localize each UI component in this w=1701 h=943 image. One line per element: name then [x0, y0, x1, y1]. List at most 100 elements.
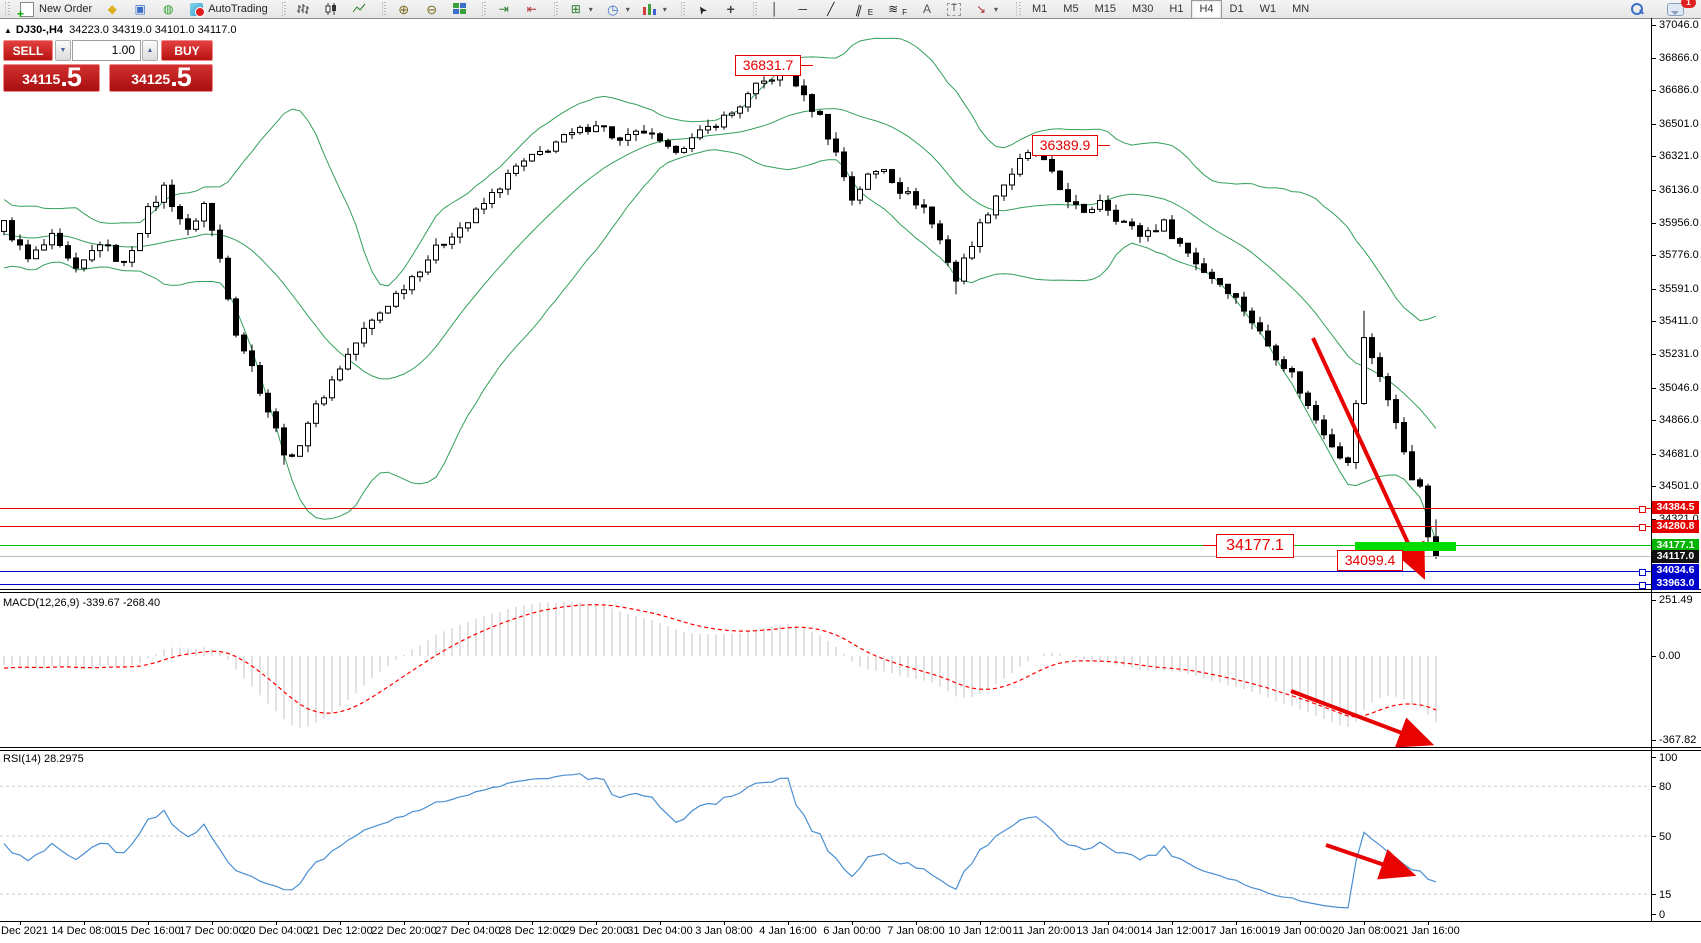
- horizontal-line-tool-button[interactable]: ─: [789, 0, 817, 19]
- toolbar-grip[interactable]: [381, 2, 388, 16]
- line-handle[interactable]: [1639, 569, 1646, 576]
- price-level-line[interactable]: [0, 584, 1651, 585]
- macd-tick: [1651, 600, 1656, 601]
- timeframe-button-m30[interactable]: M30: [1131, 3, 1154, 15]
- price-line-badge: 34280.8: [1652, 520, 1699, 533]
- cursor-tool-button[interactable]: ➤: [689, 0, 717, 19]
- trendline-tool-button[interactable]: ╱: [817, 0, 845, 19]
- timeframe-button-m15[interactable]: M15: [1094, 3, 1116, 15]
- volume-decrease-button[interactable]: ▼: [55, 40, 71, 61]
- tile-windows-button[interactable]: [446, 0, 474, 19]
- notifications-button[interactable]: 1: [1661, 0, 1696, 19]
- chart-properties-button[interactable]: ◆: [98, 0, 126, 19]
- new-order-icon: [17, 1, 35, 20]
- text-label-tool-button[interactable]: T: [941, 0, 967, 19]
- price-level-line[interactable]: [0, 545, 1651, 546]
- arrows-tool-button[interactable]: ↘ ▾: [967, 0, 1004, 19]
- sell-button[interactable]: SELL: [3, 40, 53, 61]
- timeframe-button-h4[interactable]: H4: [1191, 0, 1222, 19]
- price-level-line[interactable]: [0, 556, 1651, 557]
- indicators-button[interactable]: ▾: [636, 0, 673, 19]
- timeframe-button-h1[interactable]: H1: [1169, 3, 1184, 15]
- price-level-line[interactable]: [0, 571, 1651, 572]
- panel-separator[interactable]: [0, 589, 1701, 590]
- clock-icon: ◷: [607, 1, 619, 17]
- rsi-label: RSI(14) 28.2975: [3, 753, 84, 765]
- time-axis-label: 21 Dec 12:00: [307, 925, 373, 937]
- volume-input[interactable]: 1.00: [72, 40, 141, 61]
- new-chart-icon: ⊞: [570, 2, 581, 16]
- crosshair-tool-button[interactable]: +: [717, 0, 745, 19]
- toolbar-grip[interactable]: [1016, 2, 1023, 16]
- line-handle[interactable]: [1639, 506, 1646, 513]
- price-axis-label: 36501.0: [1659, 118, 1699, 130]
- fibonacci-tool-button[interactable]: ≋ F: [879, 0, 913, 19]
- period-button[interactable]: ◷ ▾: [599, 0, 636, 19]
- chart-shift-icon: ⇤: [526, 2, 537, 16]
- rsi-indicator-canvas: [0, 773, 1651, 909]
- panel-separator[interactable]: [0, 592, 1701, 593]
- chart-shift-button[interactable]: ⇤: [518, 0, 546, 19]
- price-axis-label: 34681.0: [1659, 448, 1699, 460]
- timeframe-button-m5[interactable]: M5: [1063, 3, 1079, 15]
- price-callout-label[interactable]: 36831.7: [735, 55, 801, 76]
- autotrading-button[interactable]: AutoTrading: [182, 0, 274, 19]
- vertical-line-tool-button[interactable]: │: [761, 0, 789, 19]
- macd-axis-label: 251.49: [1659, 594, 1693, 606]
- toolbar-grip[interactable]: [553, 2, 560, 16]
- line-handle[interactable]: [1639, 524, 1646, 531]
- timeframe-button-m1[interactable]: M1: [1032, 3, 1048, 15]
- scroll-to-end-button[interactable]: ⇥: [490, 0, 518, 19]
- timeframe-button-w1[interactable]: W1: [1259, 3, 1277, 15]
- timeframe-button-d1[interactable]: D1: [1229, 3, 1244, 15]
- main-chart-canvas: [1, 37, 1439, 559]
- panel-separator[interactable]: [0, 750, 1701, 751]
- symbol-ohlc-values: 34223.0 34319.0 34101.0 34117.0: [69, 24, 237, 36]
- price-axis-label: 35591.0: [1659, 283, 1699, 295]
- time-axis-label: 10 Jan 12:00: [948, 925, 1012, 937]
- line-handle[interactable]: [1639, 582, 1646, 589]
- price-callout-label[interactable]: 34177.1: [1216, 534, 1294, 558]
- symbol-info-line: ▲ DJ30-,H4 34223.0 34319.0 34101.0 34117.…: [4, 24, 237, 36]
- signals-button[interactable]: ◍: [154, 0, 182, 19]
- dropdown-caret-icon: ▾: [662, 4, 667, 14]
- price-level-line[interactable]: [0, 526, 1651, 527]
- candlestick-mode-button[interactable]: [318, 0, 346, 19]
- toolbar-grip[interactable]: [481, 2, 488, 16]
- buy-button[interactable]: BUY: [161, 40, 213, 61]
- bar-chart-mode-button[interactable]: [290, 0, 318, 19]
- new-chart-button[interactable]: ⊞ ▾: [562, 0, 599, 19]
- text-tool-button[interactable]: A: [913, 0, 941, 19]
- text-label-icon: T: [947, 2, 961, 16]
- zoom-out-button[interactable]: ⊖: [418, 0, 446, 19]
- rsi-axis-label: 15: [1659, 889, 1672, 901]
- price-line-badge: 34034.6: [1652, 564, 1699, 577]
- volume-increase-button[interactable]: ▲: [142, 40, 158, 61]
- buy-price-display[interactable]: 34125.5: [109, 64, 213, 92]
- price-callout-label[interactable]: 36389.9: [1032, 135, 1098, 156]
- toolbar-grip[interactable]: [752, 2, 759, 16]
- macd-axis-label: -367.82: [1659, 734, 1697, 746]
- panel-separator[interactable]: [0, 747, 1701, 748]
- price-callout-label[interactable]: 34099.4: [1337, 550, 1403, 571]
- dropdown-caret-icon: ▾: [994, 4, 999, 14]
- price-tick: [1651, 255, 1656, 256]
- time-tick: [1364, 921, 1365, 925]
- zoom-in-button[interactable]: ⊕: [390, 0, 418, 19]
- toolbar-grip[interactable]: [680, 2, 687, 16]
- timeframe-button-mn[interactable]: MN: [1292, 3, 1310, 15]
- market-watch-button[interactable]: ▣: [126, 0, 154, 19]
- line-chart-icon: [352, 2, 368, 17]
- new-order-button[interactable]: New Order: [13, 0, 98, 20]
- price-level-line[interactable]: [0, 508, 1651, 509]
- chat-bubble-icon: [1667, 2, 1684, 16]
- toolbar-grip[interactable]: [281, 2, 288, 16]
- line-chart-mode-button[interactable]: [346, 0, 374, 19]
- channel-tool-button[interactable]: ∥ E: [845, 0, 879, 19]
- price-axis-label: 36136.0: [1659, 184, 1699, 196]
- search-button[interactable]: [1625, 0, 1649, 19]
- time-tick: [1236, 921, 1237, 925]
- symbol-name: DJ30-,H4: [15, 24, 63, 36]
- toolbar-grip[interactable]: [5, 2, 11, 16]
- sell-price-display[interactable]: 34115.5: [3, 64, 100, 92]
